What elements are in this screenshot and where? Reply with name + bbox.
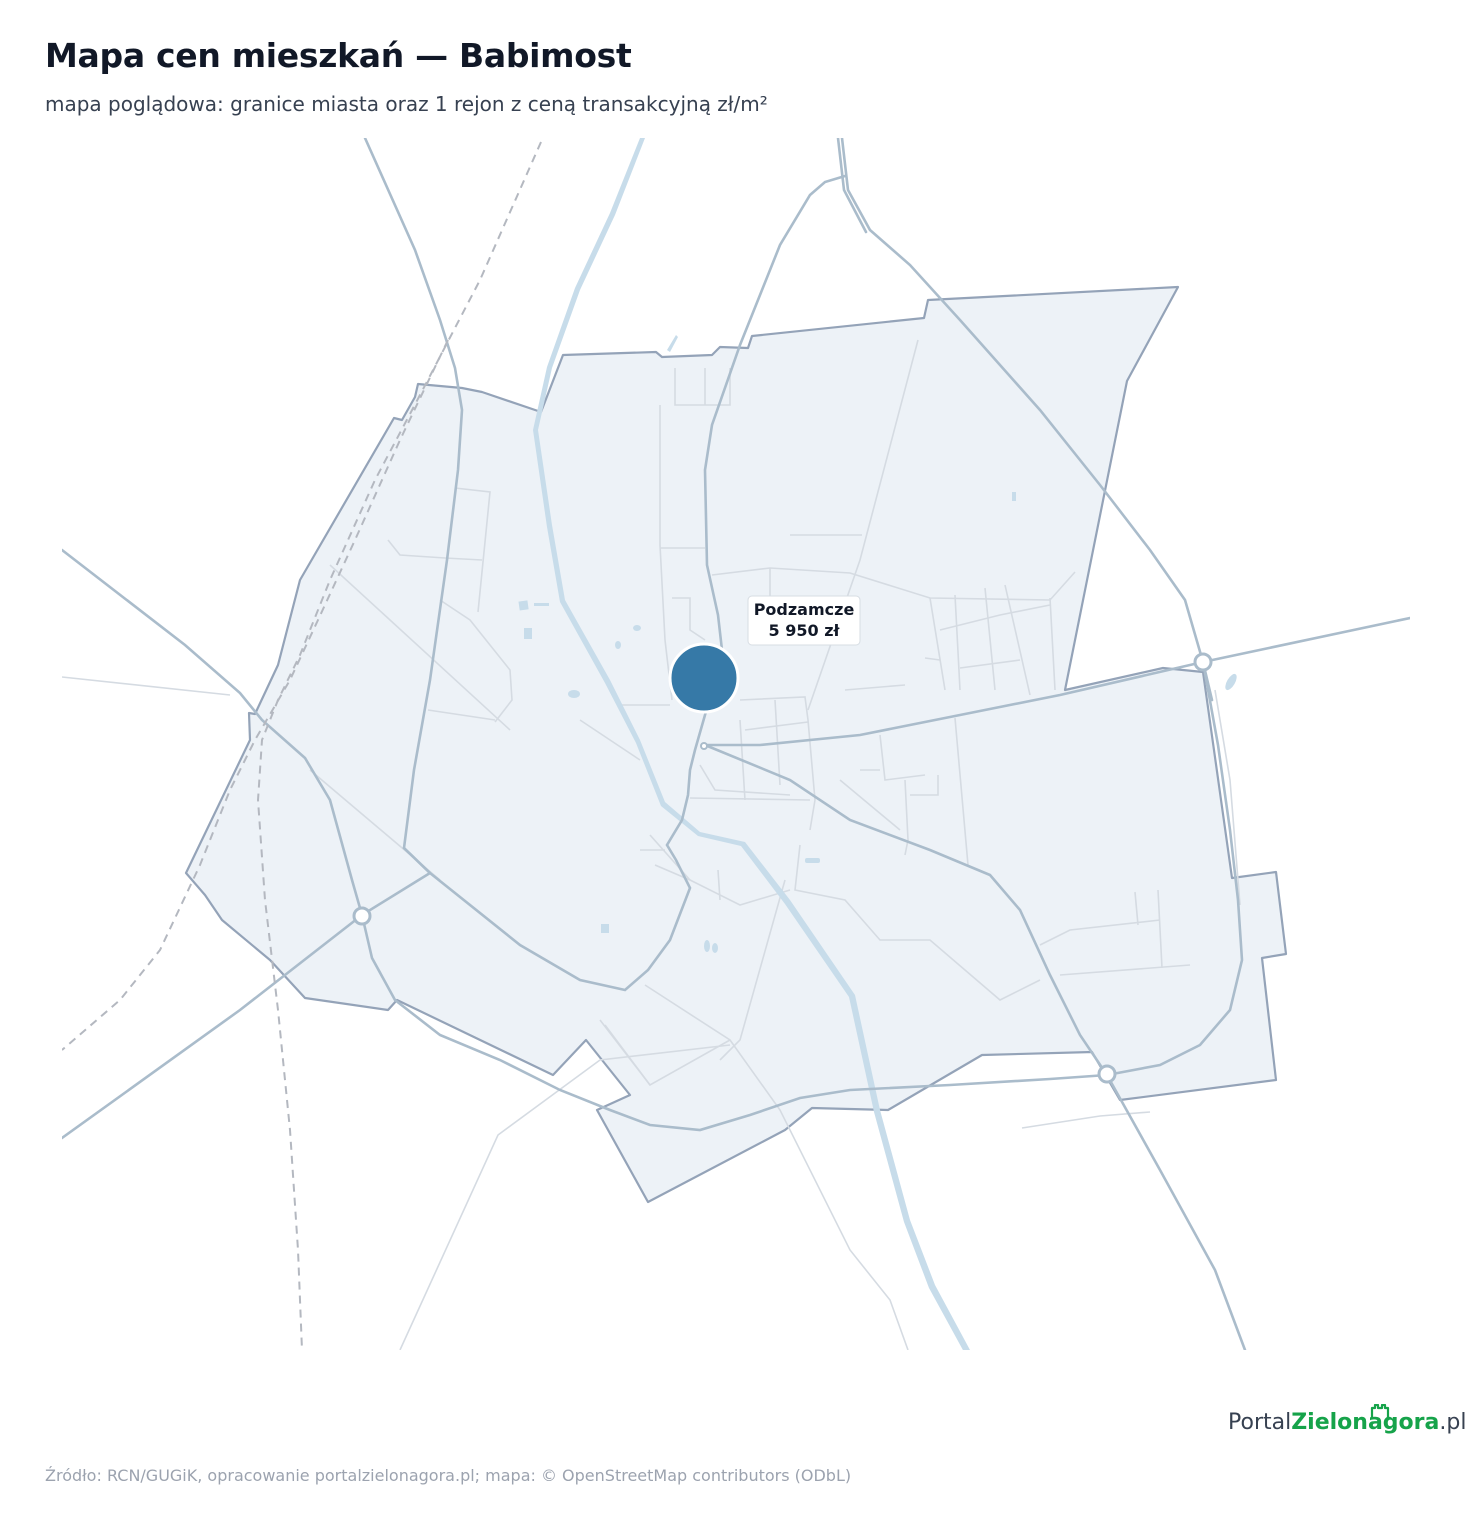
region-label-podzamcze: Podzamcze 5 950 zł [747,595,861,646]
region-price: 5 950 zł [769,621,841,640]
minor-streets [62,339,1241,1350]
logo-part-zielonagora: Zielonagora [1291,1410,1440,1435]
logo-part-pl: .pl [1439,1410,1467,1435]
region-name: Podzamcze [754,600,855,619]
source-footer: Źródło: RCN/GUGiK, opracowanie portalzie… [45,1466,852,1485]
castle-tower-icon [1370,1404,1390,1419]
portal-logo[interactable]: PortalZielonagora.pl [1228,1410,1466,1435]
water-features [518,138,1237,1350]
logo-part-portal: Portal [1228,1410,1292,1435]
page-title: Mapa cen mieszkań — Babimost [45,36,632,75]
region-marker-podzamcze[interactable] [668,642,740,714]
roundabouts [352,652,1213,1084]
major-roads [62,138,1410,1350]
railway [62,141,542,1350]
page-subtitle: mapa poglądowa: granice miasta oraz 1 re… [45,92,768,116]
